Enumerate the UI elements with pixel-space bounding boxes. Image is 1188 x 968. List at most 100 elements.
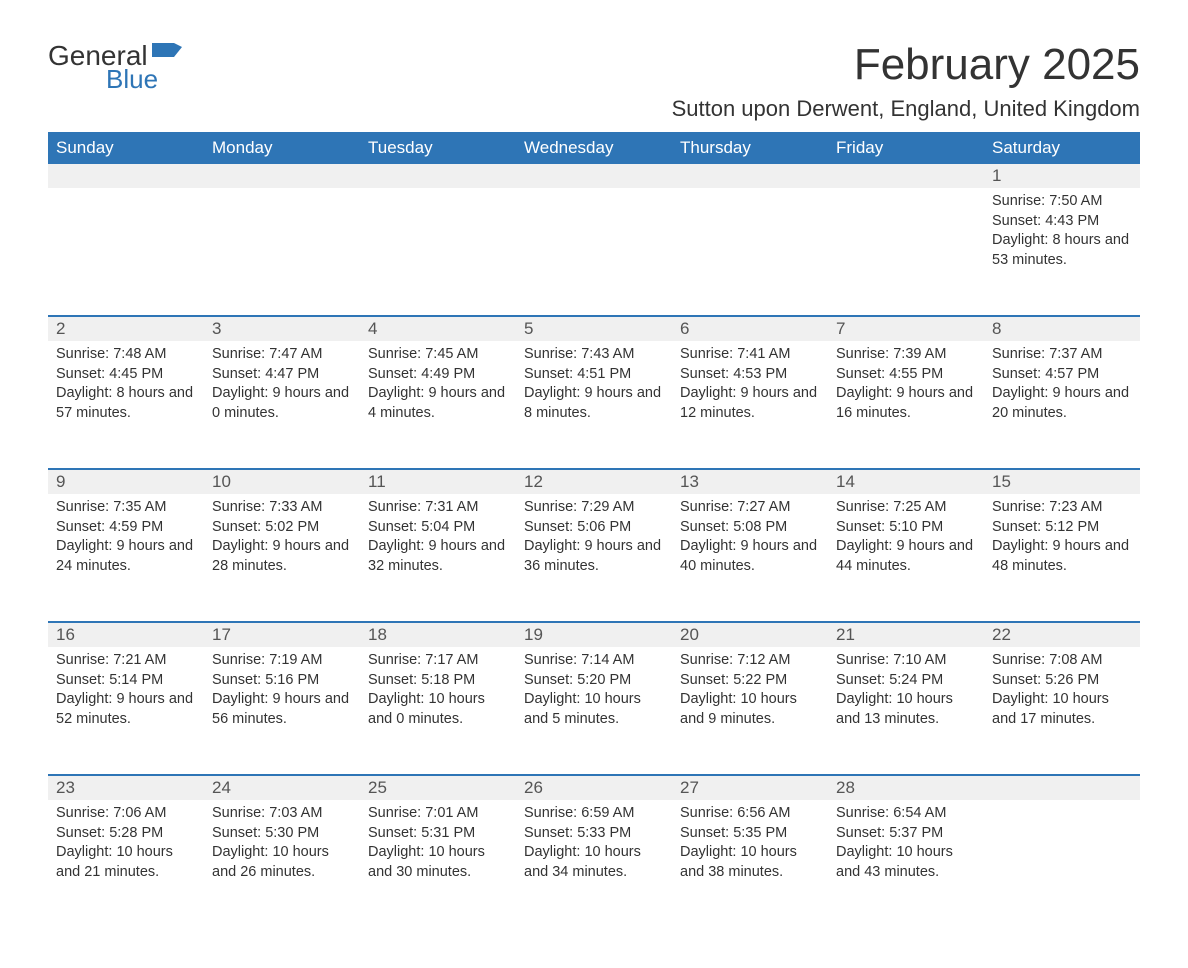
day-cell: Sunrise: 7:17 AMSunset: 5:18 PMDaylight:…	[360, 647, 516, 775]
logo: General Blue	[48, 40, 182, 95]
sunrise-text: Sunrise: 6:59 AM	[524, 804, 664, 824]
sunrise-text: Sunrise: 7:19 AM	[212, 651, 352, 671]
sunrise-text: Sunrise: 7:29 AM	[524, 498, 664, 518]
day-number: 14	[828, 469, 984, 494]
sunset-text: Sunset: 5:26 PM	[992, 671, 1132, 691]
day-number: 27	[672, 775, 828, 800]
day-number: 10	[204, 469, 360, 494]
day-cell: Sunrise: 7:10 AMSunset: 5:24 PMDaylight:…	[828, 647, 984, 775]
daylight-text: Daylight: 9 hours and 12 minutes.	[680, 384, 820, 423]
sunset-text: Sunset: 5:04 PM	[368, 518, 508, 538]
day-cell: Sunrise: 7:47 AMSunset: 4:47 PMDaylight:…	[204, 341, 360, 469]
day-number: 24	[204, 775, 360, 800]
day-number: 20	[672, 622, 828, 647]
day-cell: Sunrise: 7:50 AMSunset: 4:43 PMDaylight:…	[984, 188, 1140, 316]
day-cell: Sunrise: 7:03 AMSunset: 5:30 PMDaylight:…	[204, 800, 360, 928]
sunset-text: Sunset: 5:10 PM	[836, 518, 976, 538]
sunset-text: Sunset: 5:24 PM	[836, 671, 976, 691]
sunrise-text: Sunrise: 7:39 AM	[836, 345, 976, 365]
sunset-text: Sunset: 4:55 PM	[836, 365, 976, 385]
location: Sutton upon Derwent, England, United Kin…	[672, 96, 1140, 122]
calendar-table: Sunday Monday Tuesday Wednesday Thursday…	[48, 132, 1140, 928]
day-cell: Sunrise: 7:08 AMSunset: 5:26 PMDaylight:…	[984, 647, 1140, 775]
sunrise-text: Sunrise: 7:43 AM	[524, 345, 664, 365]
day-cell: Sunrise: 7:43 AMSunset: 4:51 PMDaylight:…	[516, 341, 672, 469]
daylight-text: Daylight: 10 hours and 17 minutes.	[992, 690, 1132, 729]
sunrise-text: Sunrise: 7:14 AM	[524, 651, 664, 671]
daylight-text: Daylight: 9 hours and 36 minutes.	[524, 537, 664, 576]
header: General Blue February 2025 Sutton upon D…	[48, 40, 1140, 122]
sunset-text: Sunset: 4:45 PM	[56, 365, 196, 385]
daylight-text: Daylight: 9 hours and 40 minutes.	[680, 537, 820, 576]
day-cell	[984, 800, 1140, 928]
daylight-text: Daylight: 9 hours and 52 minutes.	[56, 690, 196, 729]
weekday-header: Thursday	[672, 132, 828, 164]
day-cell: Sunrise: 7:48 AMSunset: 4:45 PMDaylight:…	[48, 341, 204, 469]
daylight-text: Daylight: 9 hours and 0 minutes.	[212, 384, 352, 423]
sunset-text: Sunset: 4:49 PM	[368, 365, 508, 385]
weekday-header: Monday	[204, 132, 360, 164]
sunset-text: Sunset: 5:02 PM	[212, 518, 352, 538]
sunrise-text: Sunrise: 7:25 AM	[836, 498, 976, 518]
sunset-text: Sunset: 4:43 PM	[992, 212, 1132, 232]
daylight-text: Daylight: 10 hours and 30 minutes.	[368, 843, 508, 882]
day-cell: Sunrise: 7:06 AMSunset: 5:28 PMDaylight:…	[48, 800, 204, 928]
day-number: 12	[516, 469, 672, 494]
day-cell: Sunrise: 7:39 AMSunset: 4:55 PMDaylight:…	[828, 341, 984, 469]
sunset-text: Sunset: 5:06 PM	[524, 518, 664, 538]
day-number: 11	[360, 469, 516, 494]
sunset-text: Sunset: 5:35 PM	[680, 824, 820, 844]
sunrise-text: Sunrise: 7:41 AM	[680, 345, 820, 365]
day-number	[48, 164, 204, 188]
daylight-text: Daylight: 10 hours and 34 minutes.	[524, 843, 664, 882]
day-cell: Sunrise: 7:01 AMSunset: 5:31 PMDaylight:…	[360, 800, 516, 928]
weekday-header: Saturday	[984, 132, 1140, 164]
daylight-text: Daylight: 9 hours and 24 minutes.	[56, 537, 196, 576]
day-number: 22	[984, 622, 1140, 647]
sunrise-text: Sunrise: 7:08 AM	[992, 651, 1132, 671]
day-cell	[360, 188, 516, 316]
day-cell: Sunrise: 7:37 AMSunset: 4:57 PMDaylight:…	[984, 341, 1140, 469]
sunrise-text: Sunrise: 7:17 AM	[368, 651, 508, 671]
day-number: 8	[984, 316, 1140, 341]
weekday-header: Tuesday	[360, 132, 516, 164]
sunrise-text: Sunrise: 7:45 AM	[368, 345, 508, 365]
day-number: 7	[828, 316, 984, 341]
day-cell: Sunrise: 7:12 AMSunset: 5:22 PMDaylight:…	[672, 647, 828, 775]
sunset-text: Sunset: 5:14 PM	[56, 671, 196, 691]
daylight-text: Daylight: 9 hours and 32 minutes.	[368, 537, 508, 576]
day-number	[672, 164, 828, 188]
day-cell	[516, 188, 672, 316]
day-number: 3	[204, 316, 360, 341]
sunset-text: Sunset: 5:08 PM	[680, 518, 820, 538]
sunset-text: Sunset: 5:37 PM	[836, 824, 976, 844]
sunset-text: Sunset: 5:20 PM	[524, 671, 664, 691]
day-number: 6	[672, 316, 828, 341]
sunset-text: Sunset: 5:12 PM	[992, 518, 1132, 538]
sunrise-text: Sunrise: 7:50 AM	[992, 192, 1132, 212]
daylight-text: Daylight: 10 hours and 0 minutes.	[368, 690, 508, 729]
sunset-text: Sunset: 5:31 PM	[368, 824, 508, 844]
sunset-text: Sunset: 5:33 PM	[524, 824, 664, 844]
day-cell: Sunrise: 6:59 AMSunset: 5:33 PMDaylight:…	[516, 800, 672, 928]
daylight-text: Daylight: 10 hours and 13 minutes.	[836, 690, 976, 729]
sunset-text: Sunset: 5:18 PM	[368, 671, 508, 691]
sunrise-text: Sunrise: 7:12 AM	[680, 651, 820, 671]
title-block: February 2025 Sutton upon Derwent, Engla…	[672, 40, 1140, 122]
sunrise-text: Sunrise: 7:33 AM	[212, 498, 352, 518]
sunrise-text: Sunrise: 7:35 AM	[56, 498, 196, 518]
sunset-text: Sunset: 5:16 PM	[212, 671, 352, 691]
day-number: 26	[516, 775, 672, 800]
daylight-text: Daylight: 9 hours and 28 minutes.	[212, 537, 352, 576]
day-number: 28	[828, 775, 984, 800]
day-number: 19	[516, 622, 672, 647]
sunrise-text: Sunrise: 7:37 AM	[992, 345, 1132, 365]
day-number	[360, 164, 516, 188]
sunrise-text: Sunrise: 7:47 AM	[212, 345, 352, 365]
sunset-text: Sunset: 5:22 PM	[680, 671, 820, 691]
day-number: 15	[984, 469, 1140, 494]
day-number: 1	[984, 164, 1140, 188]
day-cell: Sunrise: 7:25 AMSunset: 5:10 PMDaylight:…	[828, 494, 984, 622]
daylight-text: Daylight: 9 hours and 8 minutes.	[524, 384, 664, 423]
sunrise-text: Sunrise: 6:54 AM	[836, 804, 976, 824]
